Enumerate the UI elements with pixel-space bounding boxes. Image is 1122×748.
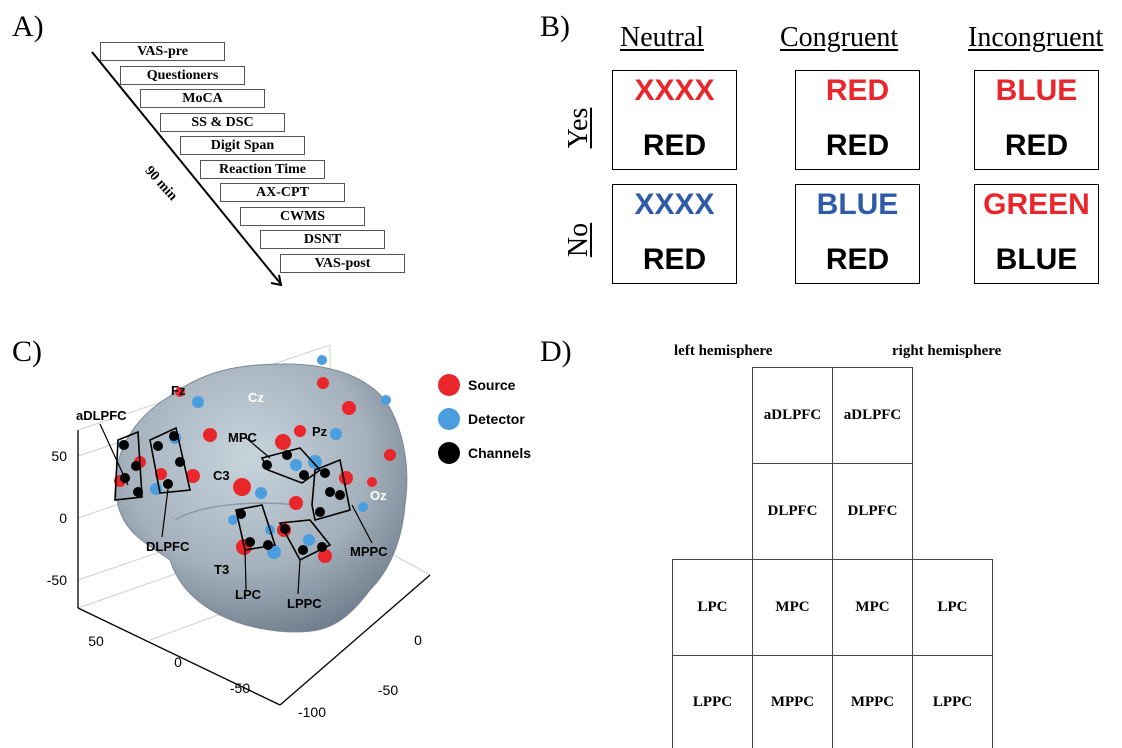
electrode-label: Cz	[248, 390, 264, 405]
z-tick-label: -50	[47, 572, 67, 588]
stimulus-card-yes-congruent: RED RED	[795, 70, 920, 170]
stimulus-card-yes-neutral: XXXX RED	[612, 70, 737, 170]
right-hemisphere-label: right hemisphere	[892, 343, 1002, 359]
region-cell-left-lpc: LPC	[672, 559, 753, 656]
x-tick-label: -100	[298, 704, 326, 720]
column-head-congruent: Congruent	[780, 22, 899, 53]
x-tick-label: 50	[88, 633, 104, 649]
electrode-label: C3	[213, 468, 230, 483]
protocol-step: CWMS	[240, 206, 365, 226]
protocol-step: Reaction Time	[200, 159, 325, 179]
protocol-step: VAS-pre	[100, 42, 225, 61]
panel-a-label: A)	[12, 10, 44, 43]
region-label: aDLPFC	[76, 408, 127, 423]
region-cell-right-dlpfc: DLPFC	[832, 463, 913, 560]
left-hemisphere-label: left hemisphere	[674, 343, 773, 359]
y-tick-label: 0	[414, 632, 422, 648]
leader-lines	[99, 423, 373, 595]
protocol-step: VAS-post	[280, 253, 405, 273]
region-cell-right-lppc: LPPC	[912, 655, 993, 748]
response-word: RED	[1004, 129, 1069, 162]
source-optodes	[114, 377, 396, 563]
legend-channels-label: Channels	[468, 445, 532, 461]
z-tick-label: 50	[51, 448, 67, 464]
region-cell-left-dlpfc: DLPFC	[752, 463, 833, 560]
stimulus-word: RED	[825, 74, 890, 107]
stimulus-card-no-neutral: XXXX RED	[612, 184, 737, 284]
stimulus-card-yes-incongruent: BLUE RED	[974, 70, 1099, 170]
region-cell-right-mppc: MPPC	[832, 655, 913, 748]
column-head-neutral: Neutral	[620, 22, 704, 53]
row-head-no: No	[563, 222, 594, 258]
stimulus-word: GREEN	[983, 188, 1090, 221]
electrode-label: Fz	[171, 383, 186, 398]
region-label: DLPFC	[146, 539, 190, 554]
region-cell-left-mppc: MPPC	[752, 655, 833, 748]
stimulus-word: BLUE	[995, 74, 1078, 107]
legend-detector-label: Detector	[468, 411, 525, 427]
legend-source-marker	[438, 374, 460, 396]
region-cell-left-adlpfc: aDLPFC	[752, 367, 833, 464]
stimulus-word: XXXX	[634, 188, 715, 221]
channel-markers	[119, 431, 345, 555]
protocol-step: AX-CPT	[220, 183, 345, 202]
panel-b-label: B)	[540, 10, 570, 43]
electrode-label: T3	[214, 562, 229, 577]
region-cell-right-lpc: LPC	[912, 559, 993, 656]
region-cell-left-lppc: LPPC	[672, 655, 753, 748]
region-cell-right-adlpfc: aDLPFC	[832, 367, 913, 464]
legend-channels-marker	[438, 442, 460, 464]
response-word: RED	[642, 129, 707, 162]
stimulus-word: XXXX	[634, 74, 715, 107]
region-label: LPPC	[287, 596, 322, 611]
region-label: LPC	[235, 587, 262, 602]
region-label: MPC	[228, 430, 258, 445]
protocol-step: DSNT	[260, 230, 385, 249]
row-head-yes: Yes	[563, 107, 594, 149]
legend-detector-marker	[438, 408, 460, 430]
stimulus-word: BLUE	[816, 188, 899, 221]
panel-d-label: D)	[540, 335, 572, 368]
protocol-step: Questioners	[120, 65, 245, 85]
axes-frame	[77, 430, 431, 706]
response-word: RED	[642, 243, 707, 276]
region-cell-right-mpc: MPC	[832, 559, 913, 656]
panel-c-label: C)	[12, 335, 42, 368]
protocol-step: SS & DSC	[160, 112, 285, 132]
protocol-step: Digit Span	[180, 136, 305, 155]
response-word: BLUE	[995, 243, 1078, 276]
column-head-incongruent: Incongruent	[968, 22, 1104, 53]
stimulus-card-no-incongruent: GREEN BLUE	[974, 184, 1099, 284]
x-tick-label: -50	[230, 680, 250, 696]
electrode-label: Oz	[370, 488, 387, 503]
response-word: RED	[825, 243, 890, 276]
electrode-label: Pz	[312, 424, 328, 439]
x-tick-label: 0	[174, 654, 182, 670]
protocol-step: MoCA	[140, 89, 265, 108]
brain-figure: Fz Cz Pz C3 Oz T3 aDLPFC MPC DLPFC MPPC …	[47, 344, 431, 720]
response-word: RED	[825, 129, 890, 162]
region-label: MPPC	[350, 544, 388, 559]
z-tick-label: 0	[59, 510, 67, 526]
y-tick-label: -50	[378, 682, 398, 698]
legend-source-label: Source	[468, 377, 516, 393]
stimulus-card-no-congruent: BLUE RED	[795, 184, 920, 284]
region-cell-left-mpc: MPC	[752, 559, 833, 656]
